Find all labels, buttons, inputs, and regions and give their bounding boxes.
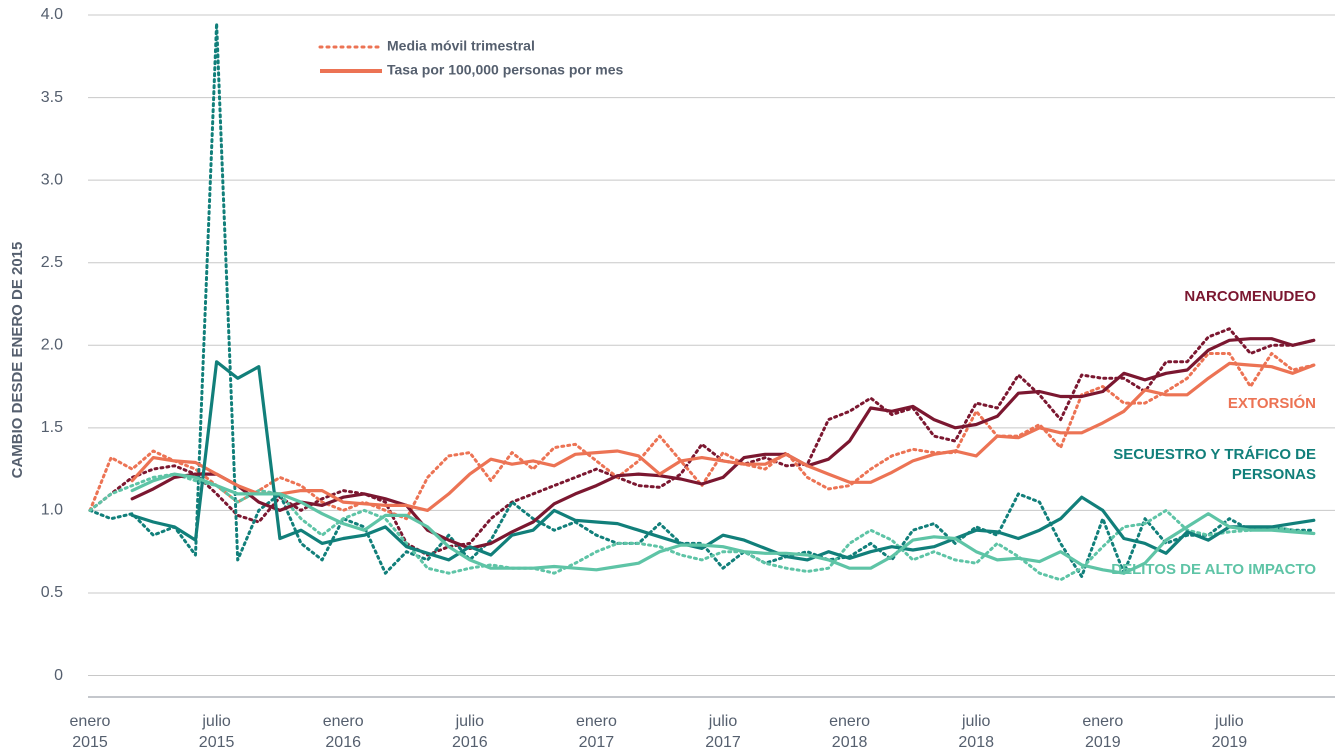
y-axis-label: CAMBIO DESDE ENERO DE 2015: [9, 242, 26, 479]
series-label: NARCOMENUDEO: [1184, 288, 1316, 305]
series-label: DELITOS DE ALTO IMPACTO: [1111, 561, 1316, 578]
x-tick-label: enero 2016: [323, 713, 364, 751]
x-tick-label: enero 2015: [70, 713, 111, 751]
line-moving-average: [88, 327, 1316, 557]
y-tick-label: 2.5: [41, 254, 63, 271]
y-tick-label: 4.0: [41, 6, 63, 23]
line-rate: [130, 361, 1316, 512]
x-tick-label: julio 2016: [452, 713, 488, 751]
line-moving-average: [88, 21, 1316, 578]
line-moving-average: [88, 352, 1316, 521]
legend-label: Tasa por 100,000 personas por mes: [387, 62, 624, 78]
x-tick-label: enero 2019: [1082, 713, 1123, 751]
line-moving-average: [88, 472, 1316, 582]
y-tick-label: 3.0: [41, 171, 63, 188]
x-tick-label: julio 2015: [199, 713, 235, 751]
y-tick-label: 1.5: [41, 419, 63, 436]
legend-label: Media móvil trimestral: [387, 38, 535, 54]
y-tick-label: 0: [54, 667, 63, 684]
line-rate: [130, 337, 1316, 550]
y-tick-label: 1.0: [41, 502, 63, 519]
y-tick-label: 2.0: [41, 336, 63, 353]
x-tick-label: julio 2019: [1212, 713, 1248, 751]
y-tick-label: 3.5: [41, 89, 63, 106]
series-label: EXTORSIÓN: [1228, 394, 1316, 412]
series-label: SECUESTRO Y TRÁFICO DE PERSONAS: [1113, 446, 1316, 483]
line-rate: [130, 472, 1316, 575]
x-tick-label: julio 2018: [958, 713, 994, 751]
x-tick-label: julio 2017: [705, 713, 741, 751]
x-tick-label: enero 2018: [829, 713, 870, 751]
line-rate: [130, 360, 1316, 562]
x-tick-label: enero 2017: [576, 713, 617, 751]
y-tick-label: 0.5: [41, 584, 63, 601]
